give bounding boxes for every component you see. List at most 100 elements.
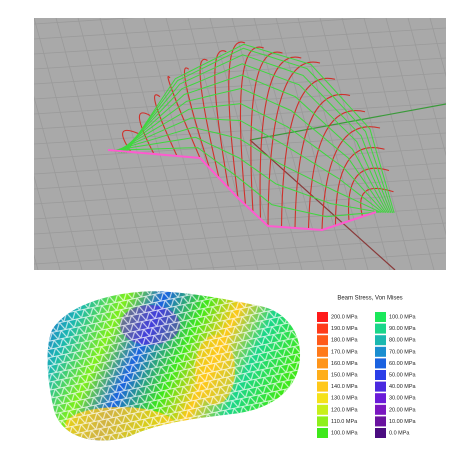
grid-line (319, 18, 391, 270)
grid-line (34, 177, 446, 205)
grid-line (34, 174, 61, 270)
legend-swatch (317, 358, 328, 369)
grid-line (34, 254, 39, 270)
x-axis-line (249, 139, 396, 270)
legend-swatch (317, 346, 328, 357)
grid-line (34, 117, 446, 145)
grid-line (34, 222, 446, 250)
legend-label: 120.0 MPa (331, 407, 359, 413)
grid-line (407, 18, 446, 157)
rib-red (334, 147, 385, 226)
legend-swatch (317, 428, 328, 438)
rib-green (112, 126, 382, 213)
legend-label: 200.0 MPa (331, 314, 359, 320)
rib-red (250, 51, 283, 213)
grid-line (385, 18, 446, 236)
legend-title: Beam Stress, Von Mises (337, 296, 402, 302)
legend-swatch (317, 404, 328, 415)
grid-line (34, 18, 374, 40)
legend-label: 180.0 MPa (331, 338, 359, 344)
rib-red (259, 56, 302, 220)
shell-edge (107, 149, 377, 232)
legend-label: 50.00 MPa (389, 372, 417, 378)
legend-swatch (317, 323, 328, 334)
grid-line (34, 132, 446, 160)
grid-line (34, 95, 83, 270)
legend-swatch (317, 335, 328, 346)
legend-swatch (317, 312, 328, 322)
grid-line (452, 18, 474, 270)
legend-label: 30.00 MPa (389, 396, 417, 402)
legend-label: 20.00 MPa (389, 407, 417, 413)
rib-red (167, 75, 201, 159)
grid-line (34, 72, 446, 100)
grid-line (187, 18, 259, 270)
grid-line (170, 252, 446, 270)
legend-label: 110.0 MPa (331, 419, 358, 425)
grid-line (209, 18, 281, 270)
legend-swatch (317, 370, 328, 380)
grid-line (165, 18, 237, 270)
rib-red (184, 67, 211, 169)
legend-label: 10.00 MPa (389, 419, 417, 425)
rib-red (228, 41, 246, 199)
grid-line (34, 237, 446, 265)
rib-green (125, 43, 395, 214)
legend-label: 170.0 MPa (331, 349, 359, 355)
rib-green (116, 103, 385, 213)
legend-label: 130.0 MPa (331, 396, 359, 402)
legend-swatch (317, 393, 328, 404)
grid-line (34, 18, 105, 270)
legend-label: 0.0 MPa (389, 430, 410, 436)
rib-green (111, 136, 380, 213)
legend-label: 160.0 MPa (331, 361, 359, 367)
grid-line (34, 57, 446, 85)
legend-label: 100.0 MPa (331, 430, 359, 436)
legend-swatch (375, 416, 386, 427)
grid-line (99, 18, 171, 270)
legend-swatch (375, 323, 386, 334)
rib-green (109, 147, 378, 218)
legend-swatch (375, 358, 386, 369)
legend-label: 70.00 MPa (389, 349, 417, 355)
legend-swatch (375, 428, 386, 438)
legend-swatch (375, 346, 386, 357)
rib-red (199, 58, 220, 179)
legend-swatch (375, 381, 386, 392)
rib-green (114, 117, 383, 213)
viewport (34, 18, 474, 270)
legend-swatch (375, 312, 386, 322)
legend-swatch (317, 416, 328, 427)
rib-red (347, 167, 390, 222)
legend-label: 190.0 MPa (331, 326, 359, 332)
legend-label: 150.0 MPa (331, 372, 359, 378)
grid-line (341, 18, 413, 270)
grid-line (143, 18, 215, 270)
rib-green (119, 74, 389, 214)
grid-line (55, 18, 127, 270)
legend-swatch (317, 381, 328, 392)
grid-line (34, 27, 446, 55)
grid-line (77, 18, 149, 270)
legend-swatch (375, 393, 386, 404)
rib-green (124, 47, 393, 214)
rib-red (154, 94, 178, 157)
rib-green (122, 54, 392, 214)
grid-line (34, 18, 136, 25)
grid-line (34, 87, 446, 115)
legend-swatch (375, 335, 386, 346)
rib-red (214, 50, 230, 189)
legend-label: 40.00 MPa (389, 384, 417, 390)
legend-swatch (375, 404, 386, 415)
legend-label: 80.00 MPa (389, 338, 417, 344)
grid-line (34, 147, 446, 175)
rib-red (267, 61, 321, 227)
legend-label: 60.00 MPa (389, 361, 417, 367)
legend-label: 100.0 MPa (389, 314, 417, 320)
rib-green (117, 87, 387, 213)
gridshell (107, 41, 395, 232)
legend-label: 140.0 MPa (331, 384, 359, 390)
grid-line (363, 18, 435, 270)
legend-swatch (375, 370, 386, 380)
